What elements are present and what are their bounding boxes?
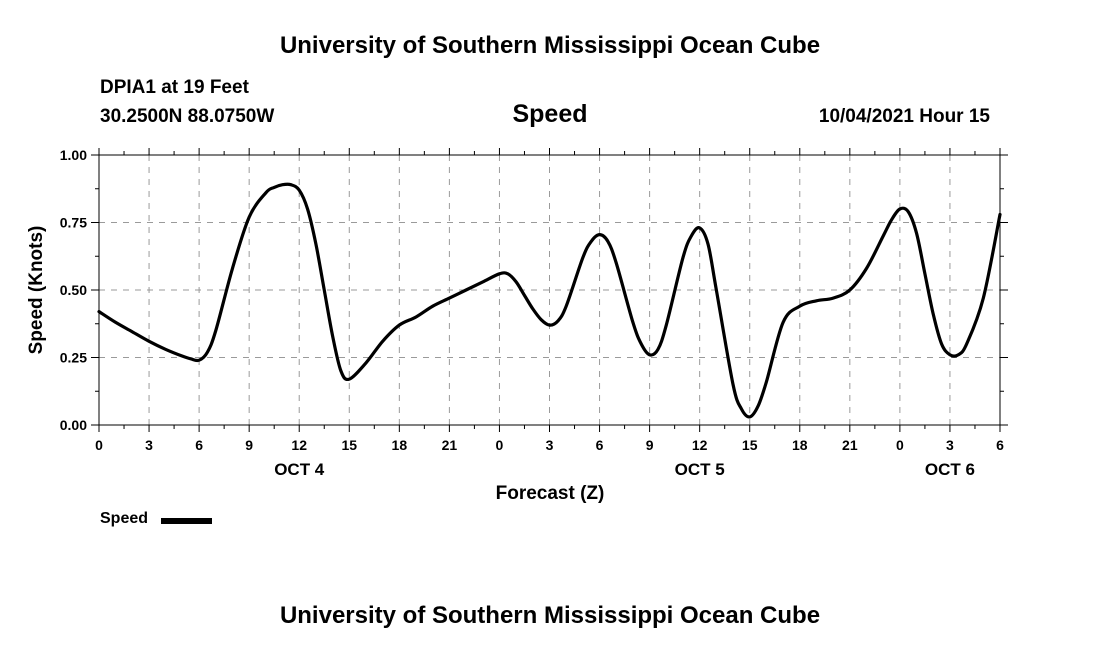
x-tick-label: 0 — [95, 437, 103, 453]
x-tick-label: 12 — [692, 437, 708, 453]
x-tick-label: 15 — [341, 437, 357, 453]
y-tick-label: 0.50 — [60, 282, 87, 298]
x-tick-label: 21 — [842, 437, 858, 453]
x-tick-label: 18 — [392, 437, 408, 453]
station-name: DPIA1 at 19 Feet — [100, 77, 249, 98]
x-tick-label: 9 — [245, 437, 253, 453]
y-tick-label: 1.00 — [60, 147, 87, 163]
x-tick-label: 3 — [946, 437, 954, 453]
x-tick-label: 6 — [996, 437, 1004, 453]
chart-grid — [99, 155, 1000, 425]
speed-series-line — [97, 182, 1002, 419]
chart-axes — [91, 148, 1008, 432]
y-axis-label: Speed (Knots) — [26, 225, 47, 355]
chart-series — [97, 182, 1002, 419]
chart-tick-labels: 0.00 0.25 0.50 0.75 1.00 0 3 6 9 12 15 18 21 0 3 6 9 12 15… — [60, 147, 1004, 479]
legend-label: Speed — [100, 510, 149, 527]
x-day-label: OCT 6 — [925, 460, 975, 479]
x-tick-label: 0 — [896, 437, 904, 453]
y-tick-label: 0.00 — [60, 417, 87, 433]
x-tick-label: 9 — [646, 437, 654, 453]
x-tick-label: 6 — [195, 437, 203, 453]
chart-top-title: University of Southern Mississippi Ocean… — [279, 32, 821, 59]
chart-bottom-title: University of Southern Mississippi Ocean… — [279, 602, 821, 629]
x-tick-label: 15 — [742, 437, 758, 453]
x-tick-label: 6 — [596, 437, 604, 453]
x-tick-label: 0 — [496, 437, 504, 453]
x-tick-label: 18 — [792, 437, 808, 453]
x-tick-label: 12 — [291, 437, 307, 453]
x-tick-label: 3 — [546, 437, 554, 453]
x-tick-label: 3 — [145, 437, 153, 453]
station-coordinates: 30.2500N 88.0750W — [100, 106, 275, 127]
x-tick-label: 21 — [442, 437, 458, 453]
legend-line-swatch — [161, 518, 212, 524]
y-tick-label: 0.75 — [60, 215, 87, 231]
y-tick-label: 0.25 — [60, 350, 87, 366]
x-axis-label: Forecast (Z) — [495, 483, 605, 504]
x-day-label: OCT 4 — [274, 460, 325, 479]
chart-variable-title: Speed — [512, 100, 588, 128]
forecast-datetime: 10/04/2021 Hour 15 — [818, 106, 990, 127]
x-day-label: OCT 5 — [675, 460, 725, 479]
